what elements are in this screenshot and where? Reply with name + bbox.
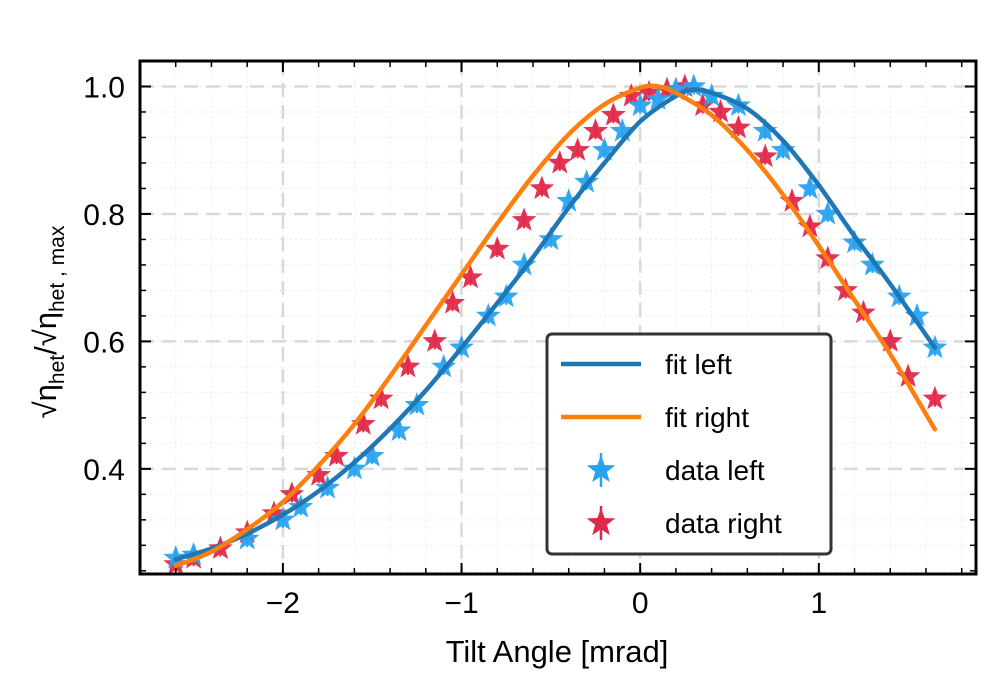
- y-tick-label: 0.6: [83, 326, 125, 359]
- y-axis-title: √ηhet/√ηhet , max: [28, 225, 69, 418]
- minor-gridlines: [140, 61, 976, 574]
- data-left-point: [431, 353, 457, 378]
- data-left-point: [770, 137, 796, 161]
- data-left-point: [645, 86, 671, 110]
- data-right-point: [565, 137, 591, 161]
- legend-box: [545, 332, 833, 556]
- data-right-point: [726, 114, 751, 139]
- data-left-point: [797, 175, 823, 199]
- data-right-point: [618, 83, 644, 107]
- data-right-point: [779, 188, 805, 212]
- data-left-point: [556, 188, 582, 212]
- y-axis-title-eta: η: [28, 384, 63, 401]
- data-left-point: [493, 283, 519, 308]
- data-left-point: [404, 392, 430, 416]
- data-left-point: [342, 455, 367, 480]
- legend-data-right-label: data right: [665, 508, 782, 539]
- fit-left-line: [173, 87, 938, 562]
- data-left-point: [681, 73, 707, 98]
- data-right-point: [583, 118, 608, 142]
- data-left-point: [752, 118, 778, 142]
- data-right-point: [458, 264, 483, 289]
- data-left-point: [627, 92, 653, 117]
- data-left-point: [359, 443, 385, 467]
- y-axis-title-sub-het: het: [46, 355, 69, 384]
- data-left-point: [609, 118, 635, 142]
- data-right-point: [440, 290, 465, 314]
- data-right-point: [306, 462, 331, 486]
- legend-fit-left-label: fit left: [665, 349, 732, 380]
- data-left-point: [386, 417, 412, 442]
- data-left-point: [538, 226, 564, 250]
- data-left-point: [270, 506, 296, 531]
- legend: fit left fit right data left data right: [545, 332, 833, 556]
- data-right-point: [511, 207, 537, 231]
- svg-text:√ηhet/√ηhet , max: √ηhet/√ηhet , max: [28, 225, 69, 418]
- y-axis-title-sub-het-max: het , max: [46, 225, 69, 312]
- legend-fit-right-label: fit right: [665, 402, 749, 433]
- x-tick-label: 1: [810, 587, 827, 620]
- y-tick-label: 0.4: [83, 454, 125, 487]
- legend-data-right-swatch: [586, 508, 616, 536]
- data-right-point: [672, 73, 698, 98]
- x-tick-label: −2: [266, 587, 300, 620]
- data-left-point: [815, 200, 841, 225]
- data-left-point: [904, 302, 930, 327]
- data-right-point: [797, 213, 823, 238]
- fit-right-line: [173, 83, 938, 568]
- data-left-point: [592, 137, 617, 161]
- data-right-point: [350, 411, 376, 435]
- data-right-point: [877, 328, 903, 352]
- data-left-point: [234, 525, 260, 550]
- x-axis-title: Tilt Angle [mrad]: [446, 634, 669, 669]
- data-right-point: [922, 385, 948, 410]
- data-right-point: [395, 353, 421, 378]
- data-right-point: [422, 328, 448, 352]
- y-axis-title-sqrt-symbol: √: [28, 401, 63, 418]
- data-left-point: [574, 169, 599, 193]
- legend-data-left-swatch: [586, 455, 616, 483]
- data-left-point: [842, 229, 867, 254]
- x-tick-label: −1: [444, 587, 478, 620]
- data-left-point: [663, 76, 689, 101]
- data-right-point: [484, 235, 510, 260]
- legend-data-left-label: data left: [665, 455, 765, 486]
- series-layer: [163, 73, 948, 575]
- ticks: −2 −1 0 1 0.4 0.6 0.8 1.0: [83, 61, 976, 620]
- data-right-point: [708, 98, 733, 123]
- data-right-point: [636, 79, 662, 104]
- plot-frame: [138, 59, 978, 576]
- data-right-point: [368, 385, 394, 410]
- data-right-point: [529, 175, 555, 199]
- data-left-point: [511, 251, 537, 276]
- data-right-point: [752, 143, 778, 168]
- x-tick-label: 0: [632, 587, 649, 620]
- y-tick-label: 0.8: [83, 199, 125, 232]
- data-right-point: [324, 443, 349, 467]
- axes: [138, 59, 978, 576]
- y-tick-label: 1.0: [83, 71, 125, 104]
- data-left-point: [163, 545, 189, 569]
- data-right-point: [601, 102, 626, 126]
- data-right-point: [895, 363, 921, 387]
- data-right-point: [690, 92, 716, 117]
- data-right-point: [547, 149, 573, 174]
